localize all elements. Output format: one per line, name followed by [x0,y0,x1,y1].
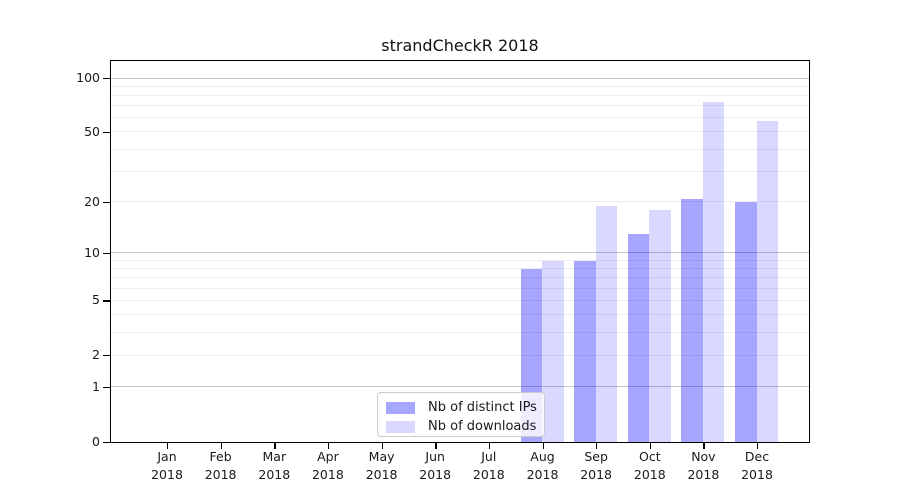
y-tick-label: 50 [84,123,100,139]
bar-distinct-ips-nov [681,198,703,442]
x-tick-label-feb: Feb 2018 [204,449,237,482]
x-tick-label-jul: Jul 2018 [472,449,505,482]
legend-row-distinct-ips: Nb of distinct IPs [378,398,544,417]
x-tick-label-aug: Aug 2018 [526,449,559,482]
x-tick-mark [703,443,705,449]
gridline-minor [111,201,809,203]
gridline-minor [111,259,809,261]
y-tick-label: 100 [76,70,100,85]
y-tick-mark [103,441,110,443]
y-tick-label: 1 [92,378,100,394]
legend-label-downloads: Nb of downloads [428,419,537,434]
legend-swatch-downloads [386,420,415,433]
y-tick-mark [103,252,110,254]
x-tick-mark [542,443,544,449]
bar-downloads-oct [649,210,671,442]
y-tick-mark [103,386,110,389]
y-tick-mark [103,201,110,204]
gridline-minor [111,354,809,356]
x-tick-label-may: May 2018 [365,449,398,482]
legend-label-distinct-ips: Nb of distinct IPs [428,400,537,415]
gridline-minor [111,267,809,269]
gridline-minor [111,331,809,333]
bar-distinct-ips-dec [735,202,757,442]
y-tick-label: 5 [92,292,100,308]
x-tick-label-jun: Jun 2018 [419,449,452,482]
y-tick-mark [103,131,110,134]
gridline-minor [111,277,809,279]
x-tick-label-dec: Dec 2018 [741,449,773,482]
x-tick-mark [327,443,330,449]
gridline-minor [111,170,809,172]
legend: Nb of distinct IPs Nb of downloads [377,392,545,437]
legend-swatch-distinct-ips [386,401,415,414]
x-tick-label-apr: Apr 2018 [311,449,344,482]
x-tick-mark [596,443,598,449]
gridline-major [111,386,809,388]
gridline-minor [111,314,809,316]
x-tick-mark [435,443,437,449]
x-tick-label-nov: Nov 2018 [687,449,720,482]
x-tick-label-oct: Oct 2018 [633,449,666,482]
bar-downloads-sep [595,206,618,442]
plot-area [110,60,810,443]
gridline-minor [111,117,809,119]
y-tick-mark [103,300,110,302]
gridline-minor [111,105,809,107]
y-tick-label: 10 [84,244,100,260]
legend-row-downloads: Nb of downloads [378,417,544,436]
gridline-minor [111,299,809,301]
x-tick-mark [167,443,169,449]
chart-title: strandCheckR 2018 [381,36,539,55]
gridline-minor [111,131,809,133]
x-tick-mark [488,443,491,449]
x-tick-label-mar: Mar 2018 [258,449,291,482]
x-tick-mark [757,443,759,449]
bar-downloads-aug [542,260,564,442]
y-tick-label: 2 [92,347,100,362]
x-tick-mark [649,443,652,449]
y-tick-mark [103,355,110,357]
gridline-major [111,77,809,79]
bar-distinct-ips-oct [627,234,650,442]
x-tick-mark [220,443,222,449]
y-tick-mark [103,78,110,80]
gridline-minor [111,287,809,289]
gridline-major [111,252,809,254]
bar-distinct-ips-sep [574,260,596,442]
y-tick-label: 0 [92,433,100,449]
bar-downloads-dec [756,120,778,442]
gridline-minor [111,148,809,150]
y-tick-label: 20 [84,193,100,209]
x-tick-label-sep: Sep 2018 [580,449,612,482]
plot-inner [111,61,809,442]
gridline-minor [111,85,809,87]
x-tick-mark [381,443,383,449]
bar-downloads-nov [702,101,725,442]
x-tick-label-jan: Jan 2018 [151,449,183,482]
gridline-minor [111,94,809,96]
x-tick-mark [274,443,276,449]
